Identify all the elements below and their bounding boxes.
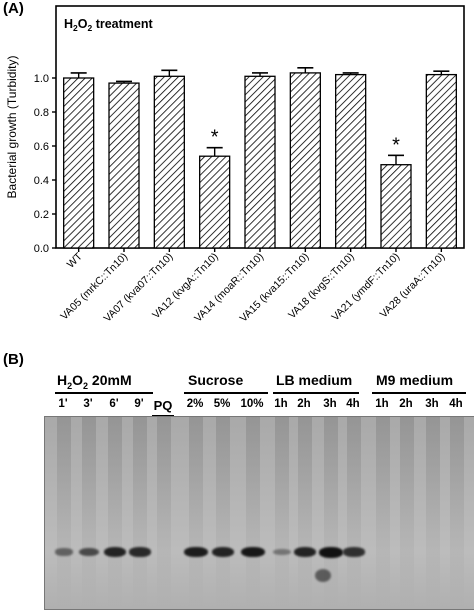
lane-label: 3' <box>83 398 93 410</box>
y-tick-label: 0.4 <box>34 175 49 187</box>
lane-streak <box>298 417 312 609</box>
lane-streak <box>275 417 289 609</box>
lane-streak <box>426 417 440 609</box>
blot-band <box>343 547 365 557</box>
blot-band <box>241 546 265 558</box>
lane-label: 2% <box>186 398 204 410</box>
y-axis-label: Bacterial growth (Turbidity) <box>5 56 19 199</box>
lane-label: 4h <box>346 398 360 410</box>
group-underline-m9 <box>372 392 466 394</box>
lane-streak <box>324 417 338 609</box>
blot-band <box>319 546 343 558</box>
significance-marker: * <box>211 127 219 149</box>
lane-streak <box>157 417 171 609</box>
lane-label-pq: PQ <box>153 398 173 413</box>
y-tick-label: 1.0 <box>34 73 49 85</box>
lane-label: 1h <box>375 398 389 410</box>
group-underline-h2o2 <box>55 392 153 394</box>
lane-streak <box>347 417 361 609</box>
bar <box>380 164 412 249</box>
y-tick-label: 0.6 <box>34 141 49 153</box>
lane-label: 2h <box>399 398 413 410</box>
lane-streak <box>450 417 464 609</box>
lane-streak <box>216 417 230 609</box>
lane-label: 1h <box>274 398 288 410</box>
lane-label: 9' <box>134 398 144 410</box>
blot-band <box>184 546 208 558</box>
blot-band <box>78 547 100 557</box>
bar <box>244 75 276 249</box>
y-tick-label: 0.2 <box>34 209 49 221</box>
bar <box>63 77 95 249</box>
group-title-sucrose: Sucrose <box>188 372 244 388</box>
panel-a-label: (A) <box>3 0 24 17</box>
lane-streak <box>400 417 414 609</box>
bar <box>108 82 140 249</box>
lane-label: 5% <box>213 398 231 410</box>
bar <box>335 73 367 249</box>
blot-band <box>54 548 74 556</box>
group-underline-lb <box>273 392 359 394</box>
group-title-m9: M9 medium <box>376 372 454 388</box>
lane-label: 3h <box>323 398 337 410</box>
lane-streak <box>376 417 390 609</box>
blot-band <box>273 548 291 556</box>
blot-band <box>128 547 152 557</box>
bar-chart: H2O2 treatment 0.0 0.2 0.4 0.6 0.8 1.0 Bacteria… <box>5 5 465 325</box>
y-tick-label: 0.8 <box>34 107 49 119</box>
group-underline-sucrose <box>184 392 268 394</box>
lane-label: 10% <box>240 398 264 410</box>
western-blot-image <box>44 416 474 610</box>
chart-title: H2O2 treatment <box>64 17 154 33</box>
group-title-lb: LB medium <box>276 372 353 388</box>
lane-streak <box>133 417 147 609</box>
lane-label: 3h <box>425 398 439 410</box>
blot-band <box>211 546 235 558</box>
lane-streak <box>57 417 71 609</box>
lane-label: 1' <box>58 398 68 410</box>
lane-streak <box>82 417 96 609</box>
lane-streak <box>108 417 122 609</box>
bar <box>425 73 457 249</box>
lane-streak <box>189 417 203 609</box>
bar <box>153 75 185 249</box>
group-title-h2o2: H2O2 20mM <box>57 372 132 391</box>
blot-artifact <box>315 569 331 582</box>
y-tick-label: 0.0 <box>34 243 49 255</box>
lane-label: 2h <box>297 398 311 410</box>
pq-underline <box>152 415 174 417</box>
bar <box>199 155 231 249</box>
significance-marker: * <box>392 134 400 156</box>
panel-b-label: (B) <box>3 351 24 368</box>
lane-label: 6' <box>109 398 119 410</box>
x-tick-label: WT <box>65 250 85 270</box>
blot-band <box>103 546 127 558</box>
bar <box>289 72 321 249</box>
lane-streak <box>246 417 260 609</box>
lane-label: 4h <box>449 398 463 410</box>
blot-band <box>293 546 317 558</box>
